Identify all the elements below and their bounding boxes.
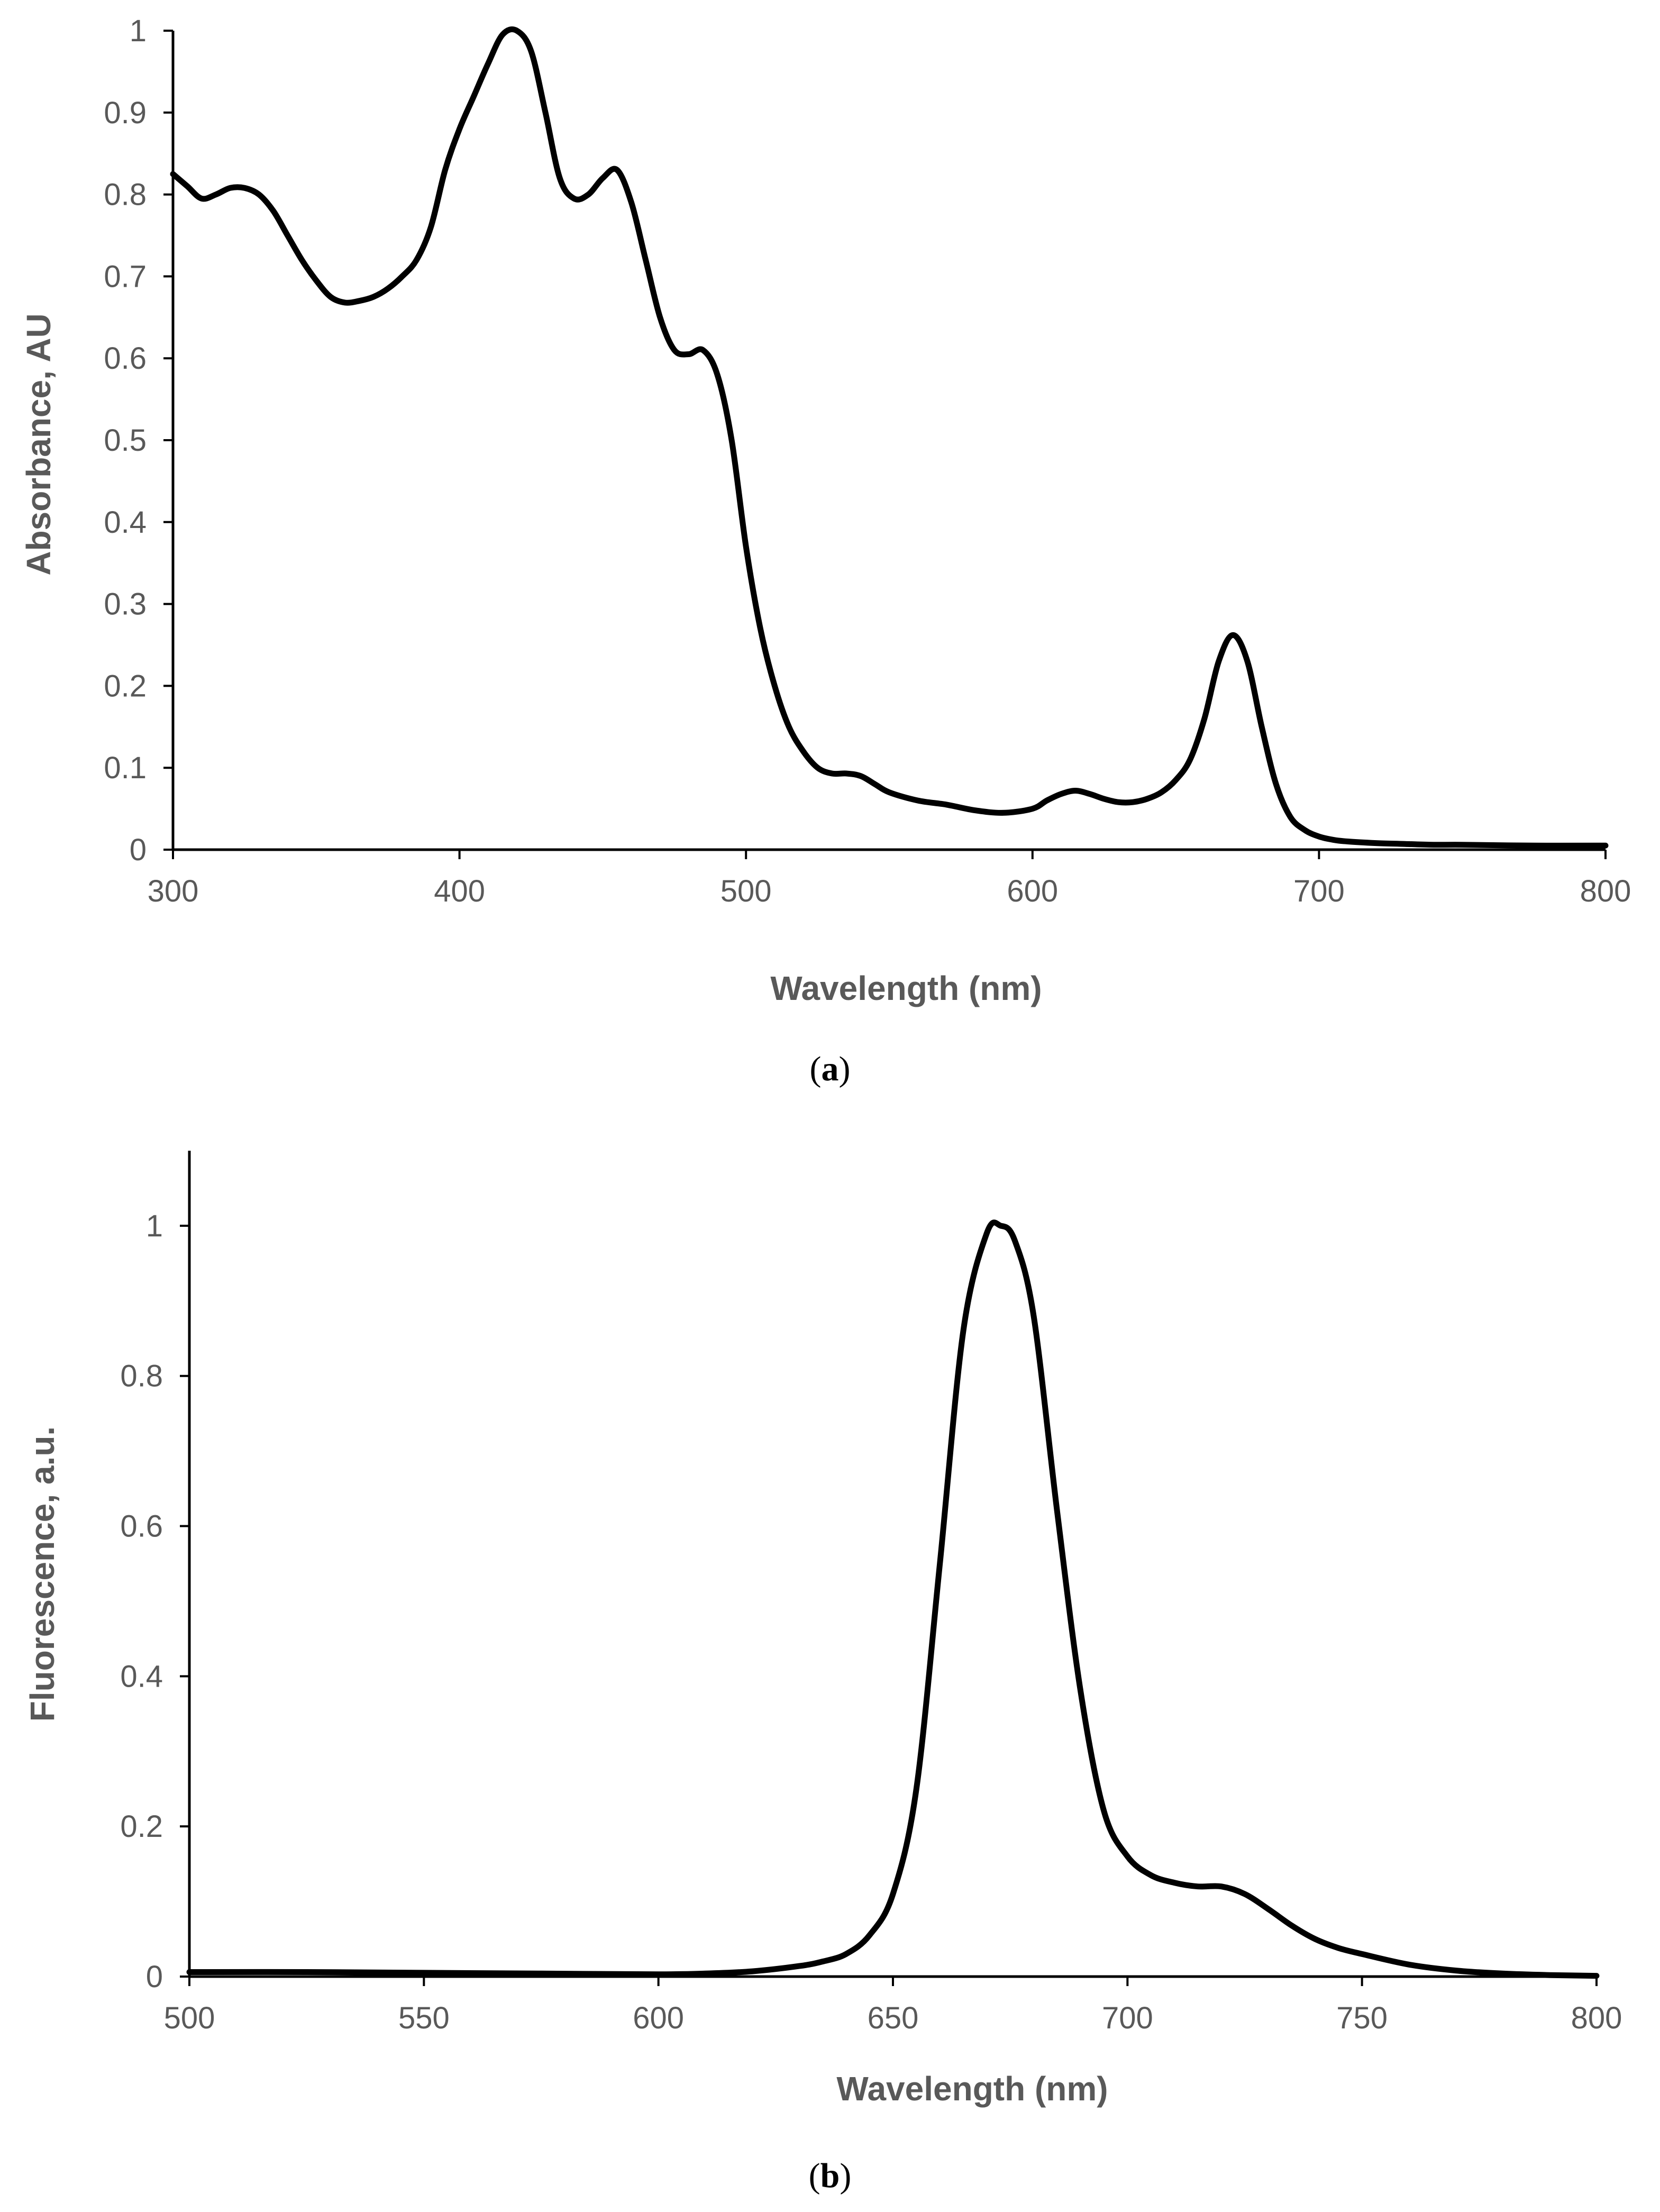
panel-a-x-tick-label: 300 [148,874,199,908]
panel-a-y-tick-label: 0.6 [104,341,147,376]
panel-a-y-tick-label: 0.8 [104,178,147,212]
panel-a-caption: (a) [810,1050,851,1088]
panel-b-x-tick-label: 800 [1571,2001,1622,2035]
panel-b-x-tick-label: 500 [164,2001,215,2035]
panel-a-absorbance-chart: 0 0.1 0.2 0.3 0.4 0.5 0.6 0.7 0.8 0.9 1 300 400 500 60… [20,14,1631,1088]
panel-a-y-tick-label: 0.5 [104,423,147,458]
panel-a-x-tick-label: 800 [1580,874,1631,908]
panel-b-x-tick-label: 650 [868,2001,919,2035]
panel-b-x-tick-label: 550 [398,2001,450,2035]
panel-b-series-line-fluorescence [186,1219,1600,1979]
panel-b-y-tick-label: 0.6 [120,1509,163,1544]
panel-a-y-tick-label: 0.7 [104,259,147,294]
panel-b-x-tick-label: 700 [1102,2001,1153,2035]
panel-b-y-tick-label: 0.8 [120,1359,163,1394]
panel-b-x-tick-label: 750 [1336,2001,1388,2035]
panel-b-y-tick-label: 0 [146,1960,163,1994]
panel-a-series-line-absorbance [170,26,1609,849]
panel-a-y-axis-title: Absorbance, AU [20,313,58,576]
panel-b-x-axis-title: Wavelength (nm) [836,2070,1108,2108]
panel-a-y-tick-label: 0.9 [104,96,147,130]
panel-a-y-tick-label: 0.2 [104,669,147,703]
panel-b-y-tick-label: 0.4 [120,1659,163,1694]
panel-b-fluorescence-chart: 0 0.2 0.4 0.6 0.8 1 500 550 600 650 700 750 800 Wave… [23,1151,1622,2195]
panel-a-marks: 0 0.1 0.2 0.3 0.4 0.5 0.6 0.7 0.8 0.9 1 300 400 500 60… [104,14,1631,908]
panel-a-x-axis-title: Wavelength (nm) [770,969,1042,1007]
panel-a-x-tick-label: 400 [434,874,485,908]
panel-b-x-tick-label: 600 [633,2001,684,2035]
panel-a-y-tick-label: 1 [130,14,147,48]
panel-a-y-tick-label: 0.4 [104,505,147,540]
panel-b-y-axis-title: Fluorescence, a.u. [23,1426,61,1722]
panel-a-y-tick-label: 0 [130,833,147,867]
panel-b-y-tick-label: 1 [146,1209,163,1243]
panel-a-x-tick-label: 500 [720,874,772,908]
panel-a-x-tick-label: 700 [1293,874,1345,908]
panel-b-marks: 0 0.2 0.4 0.6 0.8 1 500 550 600 650 700 750 800 [120,1151,1622,2035]
panel-a-y-tick-label: 0.3 [104,587,147,622]
panel-a-x-tick-label: 600 [1007,874,1058,908]
panel-b-caption: (b) [809,2156,852,2195]
panel-a-y-tick-label: 0.1 [104,751,147,785]
panel-b-y-tick-label: 0.2 [120,1809,163,1844]
